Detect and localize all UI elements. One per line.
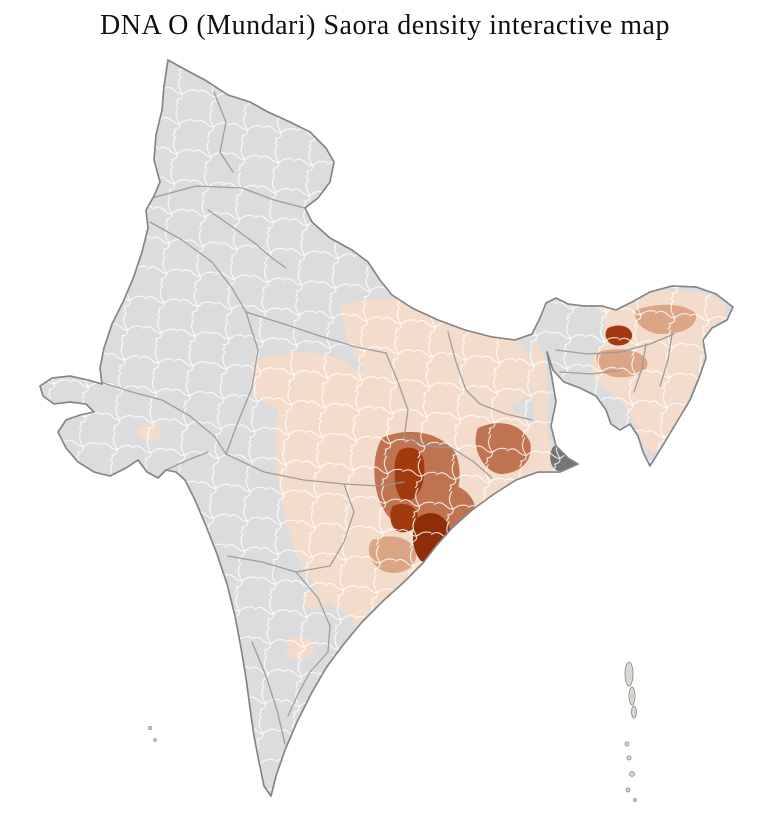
state-border-line — [151, 185, 306, 209]
state-border-line — [659, 333, 673, 387]
state-border-line — [99, 381, 227, 455]
state-border-line — [555, 333, 675, 355]
page-title: DNA O (Mundari) Saora density interactiv… — [100, 10, 670, 41]
state-border-line — [295, 571, 331, 653]
india-outline — [39, 59, 734, 797]
island[interactable] — [148, 726, 152, 730]
state-border-line — [479, 403, 533, 421]
state-border-line — [225, 453, 405, 487]
island[interactable] — [624, 741, 630, 747]
island[interactable] — [633, 798, 637, 802]
state-border-line — [227, 555, 331, 573]
state-border-line — [403, 437, 453, 449]
state-border-line — [149, 221, 247, 313]
state-border-line — [251, 641, 286, 745]
island[interactable] — [624, 661, 634, 687]
state-border-line — [329, 483, 355, 567]
island[interactable] — [626, 755, 632, 761]
state-border-line — [447, 331, 481, 405]
state-border-line — [225, 311, 259, 455]
island[interactable] — [629, 771, 635, 777]
state-border-line — [451, 447, 493, 479]
state-borders — [99, 91, 675, 745]
island[interactable] — [628, 686, 636, 706]
island[interactable] — [625, 787, 631, 793]
island[interactable] — [631, 705, 637, 719]
state-border-line — [245, 311, 387, 354]
state-border-line — [207, 209, 287, 269]
island[interactable] — [153, 738, 157, 742]
state-border-line — [213, 91, 234, 173]
lakshadweep-islands[interactable] — [148, 726, 157, 742]
state-border-line — [633, 343, 647, 393]
state-border-line — [287, 651, 329, 717]
state-border-line — [559, 369, 621, 375]
state-border-line — [165, 451, 209, 471]
andaman-nicobar-islands[interactable] — [624, 661, 637, 802]
state-border-line — [385, 352, 409, 439]
